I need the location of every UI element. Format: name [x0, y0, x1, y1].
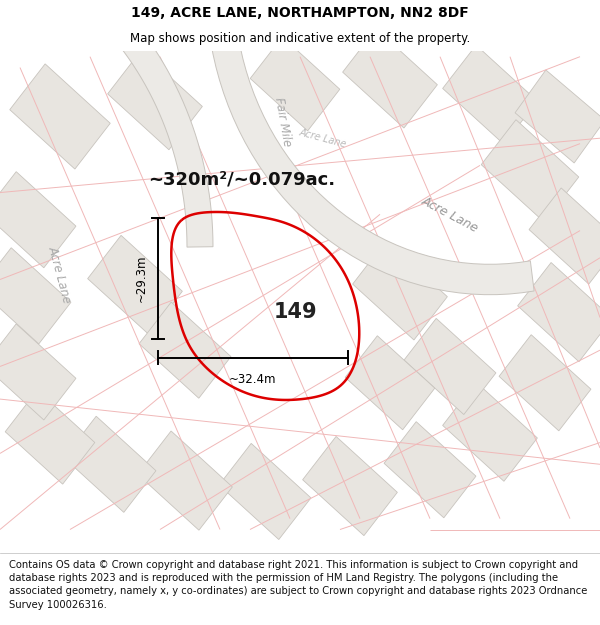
- Bar: [384, 422, 476, 518]
- Bar: [250, 37, 340, 131]
- Text: ~320m²/~0.079ac.: ~320m²/~0.079ac.: [148, 171, 335, 189]
- Text: Acre Lane: Acre Lane: [419, 194, 481, 235]
- Bar: [443, 382, 538, 481]
- Bar: [481, 120, 579, 222]
- Bar: [0, 248, 71, 344]
- Bar: [5, 390, 95, 484]
- Bar: [107, 51, 202, 150]
- Bar: [139, 302, 231, 398]
- Bar: [88, 236, 182, 334]
- Bar: [0, 324, 76, 420]
- Text: Fair Mile: Fair Mile: [272, 96, 294, 148]
- Bar: [137, 431, 232, 530]
- Bar: [0, 172, 76, 268]
- Text: ~29.3m: ~29.3m: [135, 254, 148, 302]
- Polygon shape: [109, 14, 213, 247]
- Text: Map shows position and indicative extent of the property.: Map shows position and indicative extent…: [130, 32, 470, 45]
- Bar: [64, 416, 156, 512]
- Polygon shape: [206, 0, 534, 294]
- Text: 149: 149: [273, 302, 317, 322]
- Bar: [345, 336, 435, 430]
- Bar: [443, 45, 538, 144]
- Text: 149, ACRE LANE, NORTHAMPTON, NN2 8DF: 149, ACRE LANE, NORTHAMPTON, NN2 8DF: [131, 6, 469, 20]
- Bar: [518, 262, 600, 362]
- Bar: [10, 64, 110, 169]
- Bar: [302, 436, 397, 536]
- Text: Contains OS data © Crown copyright and database right 2021. This information is : Contains OS data © Crown copyright and d…: [9, 560, 587, 610]
- Bar: [219, 443, 311, 539]
- Bar: [515, 70, 600, 163]
- Bar: [343, 29, 437, 128]
- Text: Acre Lane: Acre Lane: [46, 244, 74, 304]
- Bar: [499, 335, 591, 431]
- Bar: [353, 241, 448, 340]
- Bar: [529, 188, 600, 284]
- Bar: [404, 318, 496, 414]
- Text: Acre Lane: Acre Lane: [298, 127, 347, 149]
- Text: ~32.4m: ~32.4m: [229, 373, 277, 386]
